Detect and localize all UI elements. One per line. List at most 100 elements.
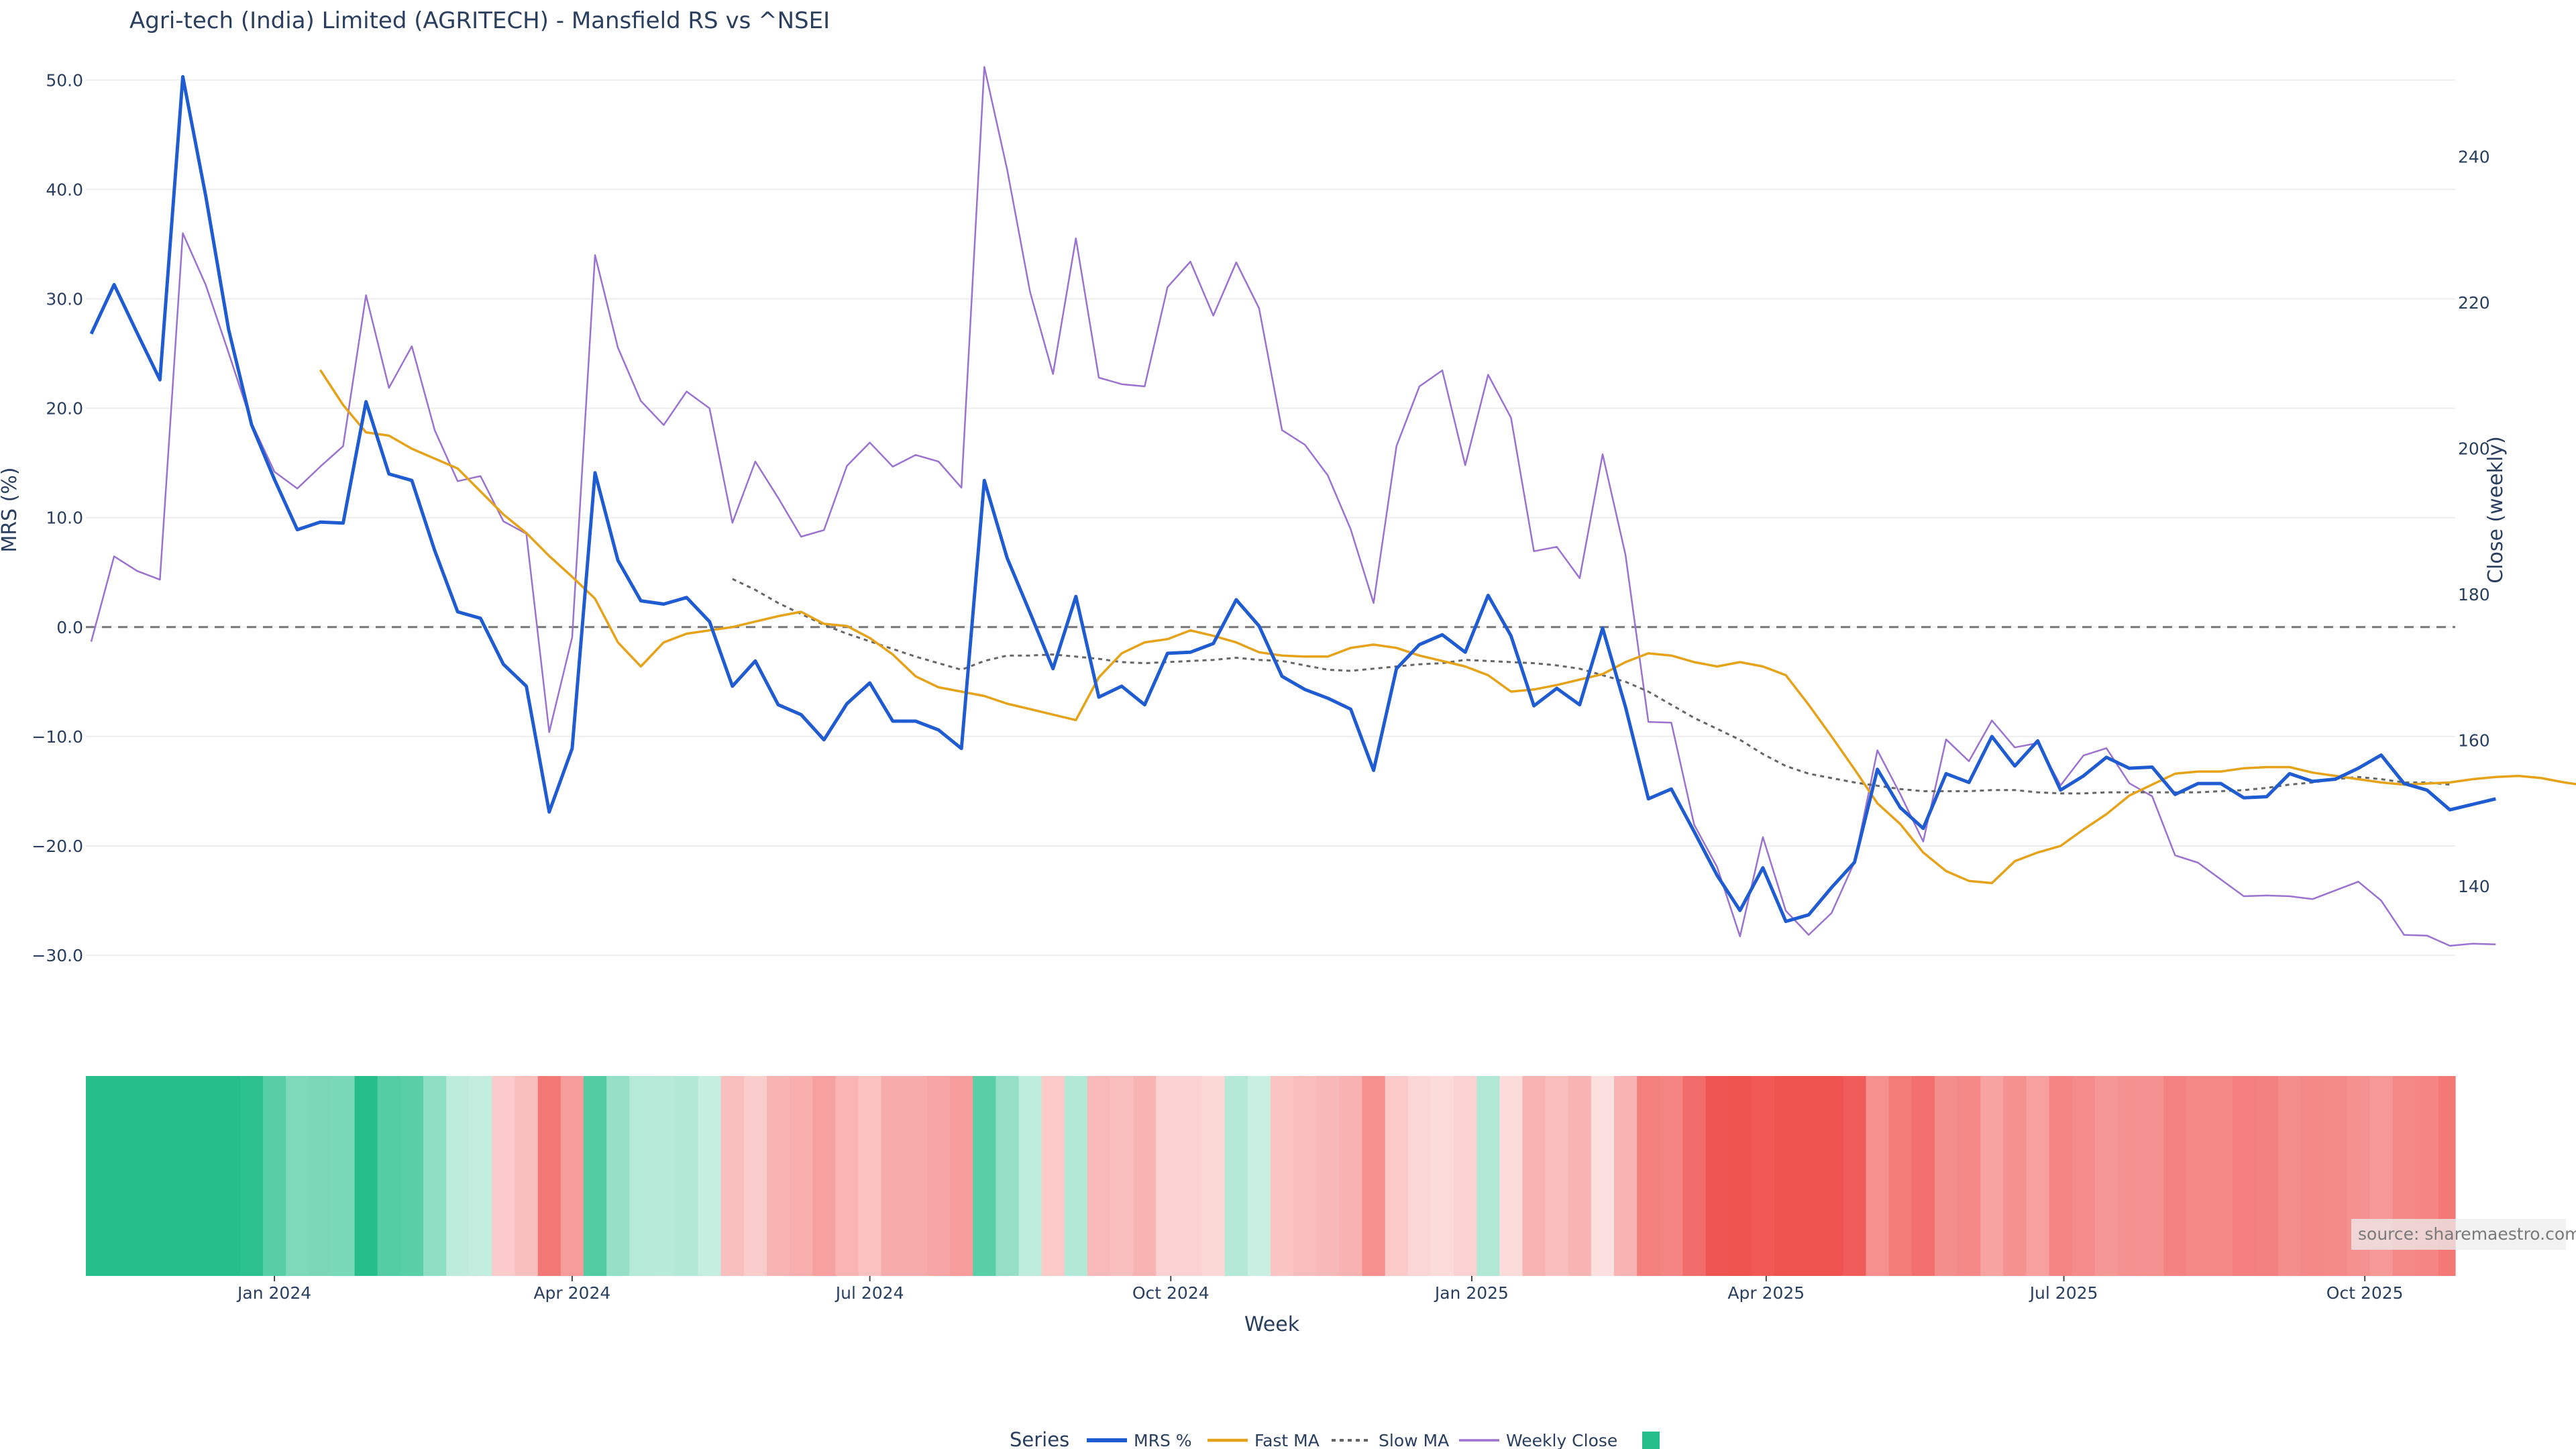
heatmap-cell	[904, 1076, 928, 1276]
series-lines	[89, 66, 2576, 947]
heatmap-cell	[2324, 1076, 2347, 1276]
heatmap-cell	[103, 1076, 126, 1276]
legend-label: Fast MA	[1254, 1431, 1320, 1449]
y-right-tick-label: 200	[2458, 439, 2490, 458]
heatmap-cell	[743, 1076, 767, 1276]
heatmap-cell	[675, 1076, 699, 1276]
x-tick-label: Jul 2025	[2029, 1283, 2098, 1303]
gridlines	[86, 79, 2455, 957]
heatmap-cell	[1499, 1076, 1523, 1276]
heatmap-cell	[583, 1076, 607, 1276]
heatmap-cell	[881, 1076, 905, 1276]
heatmap-cell	[790, 1076, 813, 1276]
heatmap-cell	[1568, 1076, 1592, 1276]
y-left-tick-label: 10.0	[46, 508, 83, 528]
y-left-tick-label: −10.0	[32, 727, 83, 747]
heatmap-cell	[2278, 1076, 2302, 1276]
heatmap-cell	[1339, 1076, 1363, 1276]
heatmap-cell	[1522, 1076, 1546, 1276]
heatmap-cell	[1866, 1076, 1890, 1276]
heatmap-cell	[1064, 1076, 1088, 1276]
heatmap-cell	[1362, 1076, 1386, 1276]
heatmap-cell	[2049, 1076, 2073, 1276]
heatmap-cell	[492, 1076, 516, 1276]
heatmap-cell	[1454, 1076, 1477, 1276]
heatmap-cell	[652, 1076, 676, 1276]
heatmap-cell	[263, 1076, 286, 1276]
heatmap-cell	[171, 1076, 195, 1276]
heatmap-cell	[1133, 1076, 1157, 1276]
heatmap-cell	[1179, 1076, 1203, 1276]
x-axis-ticks: Jan 2024 Apr 2024 Jul 2024 Oct 2024 Jan 2025…	[236, 1276, 2404, 1303]
source-annotation: source: sharemaestro.com	[2351, 1219, 2576, 1250]
y-left-tick-label: 40.0	[46, 180, 83, 199]
heatmap-cell	[1774, 1076, 1798, 1276]
y-left-tick-label: 20.0	[46, 399, 83, 419]
heatmap-cell	[1224, 1076, 1248, 1276]
heatmap-cell	[698, 1076, 722, 1276]
heatmap-cell	[996, 1076, 1020, 1276]
heatmap-cell	[1980, 1076, 2004, 1276]
heatmap-cell	[1271, 1076, 1294, 1276]
heatmap-cell	[1728, 1076, 1752, 1276]
heatmap-cell	[1407, 1076, 1432, 1276]
heatmap-cell	[720, 1076, 745, 1276]
legend-label: MRS %	[1134, 1431, 1192, 1449]
x-tick-label: Apr 2024	[533, 1283, 610, 1303]
heatmap-cell	[2026, 1076, 2050, 1276]
heatmap-cell	[1911, 1076, 1935, 1276]
y-left-tick-label: 0.0	[56, 618, 83, 637]
chart-title: Agri-tech (India) Limited (AGRITECH) - M…	[129, 7, 830, 34]
heatmap-cell	[1843, 1076, 1867, 1276]
heatmap-cell	[1751, 1076, 1775, 1276]
heatmap-cell	[606, 1076, 630, 1276]
heatmap-cell	[1018, 1076, 1042, 1276]
source-text: source: sharemaestro.com	[2358, 1224, 2576, 1244]
heatmap-cell	[515, 1076, 539, 1276]
heatmap-cell	[2003, 1076, 2027, 1276]
heatmap-cell	[812, 1076, 836, 1276]
heatmap-cell	[239, 1076, 264, 1276]
heatmap-cell	[400, 1076, 424, 1276]
heatmap-cell	[1591, 1076, 1615, 1276]
series-line-mrs	[89, 74, 2496, 923]
legend: Series MRS % Fast MA Slow MA Weekly Close	[1010, 1428, 1660, 1449]
heatmap-cell	[2118, 1076, 2141, 1276]
heatmap-cell	[377, 1076, 401, 1276]
heatmap-cell	[973, 1076, 996, 1276]
x-tick-label: Oct 2024	[1132, 1283, 1210, 1303]
y-right-tick-label: 220	[2458, 293, 2490, 313]
heatmap-cell	[1614, 1076, 1638, 1276]
heatmap-strip	[86, 1076, 2456, 1276]
heatmap-cell	[1637, 1076, 1660, 1276]
heatmap-cell	[927, 1076, 951, 1276]
heatmap-cell	[446, 1076, 470, 1276]
heatmap-cell	[423, 1076, 447, 1276]
heatmap-cell	[629, 1076, 653, 1276]
heatmap-cell	[331, 1076, 356, 1276]
y-right-tick-label: 160	[2458, 731, 2490, 750]
heatmap-cell	[1545, 1076, 1569, 1276]
heatmap-cell	[2094, 1076, 2118, 1276]
y-left-tick-label: 50.0	[46, 70, 83, 90]
heatmap-cell	[1316, 1076, 1340, 1276]
y-left-tick-label: −30.0	[32, 946, 83, 965]
heatmap-cell	[1110, 1076, 1134, 1276]
heatmap-cell	[1682, 1076, 1707, 1276]
heatmap-cell	[2163, 1076, 2187, 1276]
y-axis-right-title: Close (weekly)	[2484, 436, 2508, 584]
heatmap-cell	[537, 1076, 561, 1276]
heatmap-cell	[1385, 1076, 1409, 1276]
heatmap-cell	[2186, 1076, 2210, 1276]
heatmap-cell	[1477, 1076, 1500, 1276]
series-line-fast-ma	[319, 369, 2576, 885]
x-tick-label: Jan 2025	[1434, 1283, 1509, 1303]
y-left-tick-label: −20.0	[32, 837, 83, 856]
heatmap-cell	[560, 1076, 584, 1276]
heatmap-cell	[1660, 1076, 1683, 1276]
heatmap-cell	[2301, 1076, 2324, 1276]
heatmap-cell	[286, 1076, 309, 1276]
heatmap-cell	[2072, 1076, 2096, 1276]
legend-label: Weekly Close	[1506, 1431, 1617, 1449]
heatmap-cell	[1705, 1076, 1729, 1276]
